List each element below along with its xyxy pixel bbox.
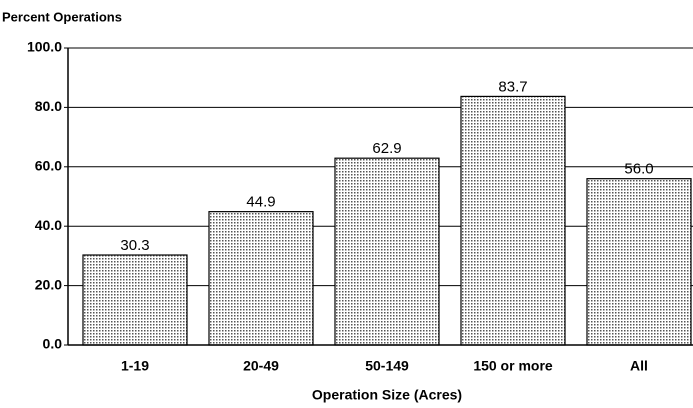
bar bbox=[586, 178, 692, 346]
y-axis-title: Percent Operations bbox=[2, 9, 122, 24]
y-tick-label: 80.0 bbox=[35, 98, 62, 114]
data-label: 56.0 bbox=[624, 161, 653, 178]
y-tick-label: 20.0 bbox=[35, 276, 62, 292]
bar bbox=[334, 157, 440, 346]
y-tick-label: 60.0 bbox=[35, 158, 62, 174]
data-label: 44.9 bbox=[246, 194, 275, 211]
x-tick-label: 1-19 bbox=[121, 358, 149, 374]
x-tick-label: 150 or more bbox=[473, 358, 553, 374]
bar bbox=[82, 254, 188, 346]
y-tick-label: 40.0 bbox=[35, 217, 62, 233]
x-axis-title: Operation Size (Acres) bbox=[312, 387, 462, 403]
data-label: 62.9 bbox=[372, 140, 401, 157]
bar bbox=[460, 95, 566, 346]
x-tick-label: 20-49 bbox=[243, 358, 279, 374]
bar bbox=[208, 211, 314, 346]
data-label: 83.7 bbox=[498, 78, 527, 95]
x-tick-label: 50-149 bbox=[365, 358, 409, 374]
y-tick-label: 0.0 bbox=[43, 336, 63, 352]
x-tick-label: All bbox=[630, 358, 648, 374]
y-tick-label: 100.0 bbox=[27, 39, 62, 55]
data-label: 30.3 bbox=[120, 237, 149, 254]
